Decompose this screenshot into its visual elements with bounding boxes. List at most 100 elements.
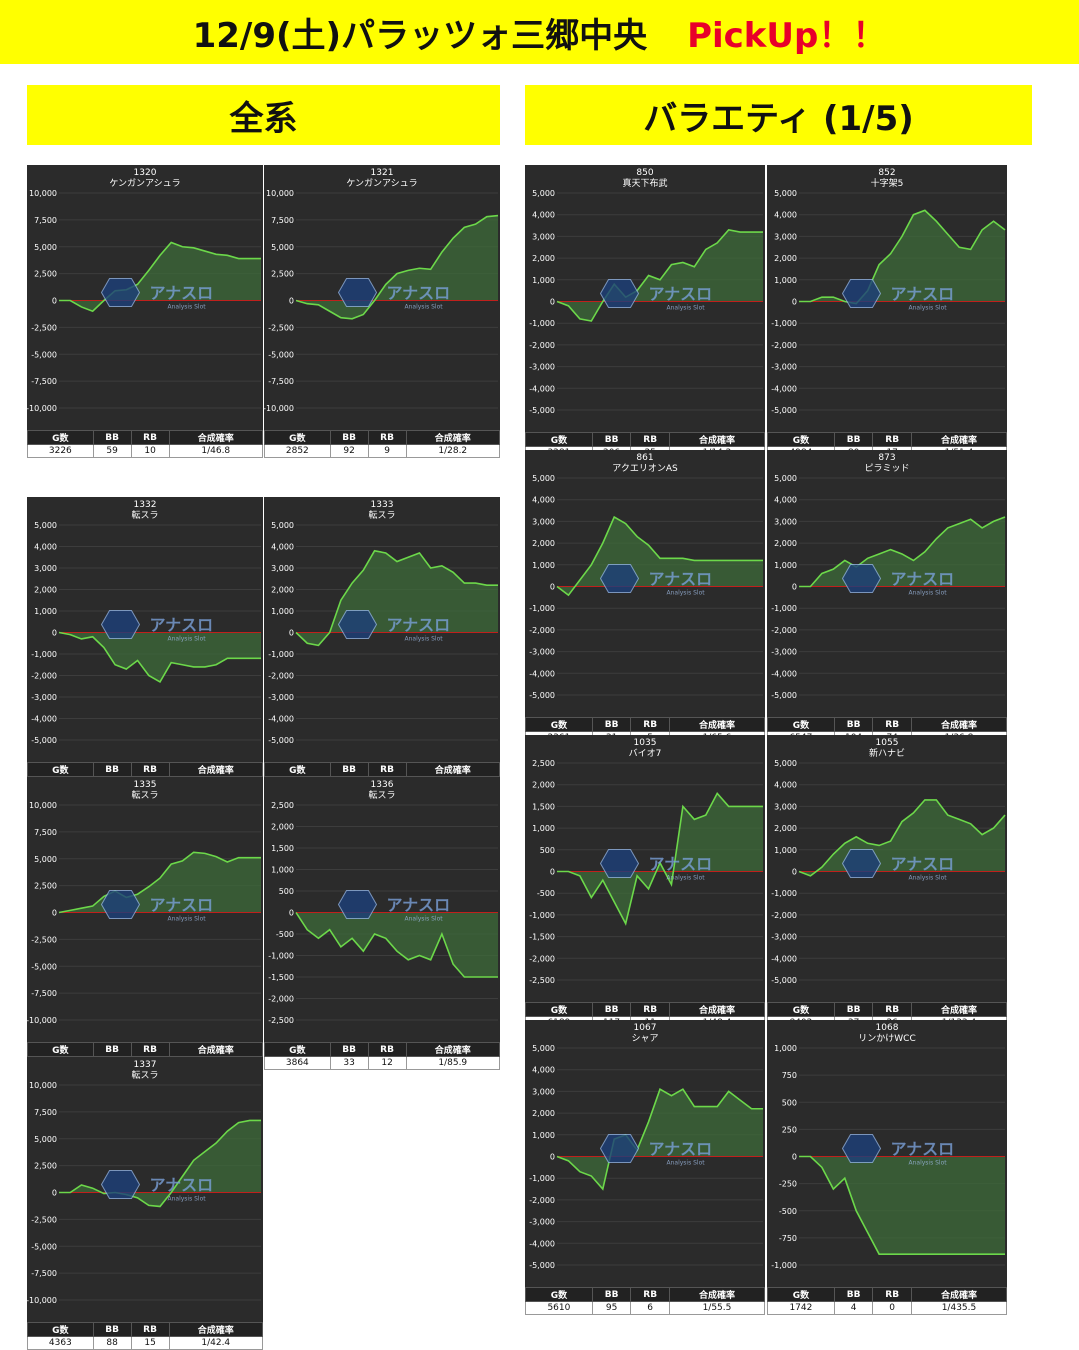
y-tick-label: -4,000 bbox=[31, 715, 57, 724]
stats-value-bb: 92 bbox=[329, 444, 369, 458]
machine-number: 1035 bbox=[634, 738, 657, 748]
y-tick-label: 0 bbox=[792, 868, 797, 877]
series-line bbox=[58, 631, 261, 684]
slot-chart-861: 861 アクエリオンAS 5,000 4,000 3,000 2,000 1,000 0 -1,… bbox=[525, 450, 766, 745]
series-line bbox=[556, 229, 763, 322]
y-tick-label: 750 bbox=[782, 1071, 797, 1080]
stats-header-row: G数 BB RB 合成確率 bbox=[767, 1287, 1008, 1302]
stats-header-g: G数 bbox=[27, 762, 94, 777]
machine-number: 1321 bbox=[371, 168, 394, 178]
y-tick-label: -1,000 bbox=[31, 650, 57, 659]
section-all: 全系 bbox=[27, 85, 500, 145]
logo-emblem bbox=[841, 279, 882, 308]
machine-name: ケンガンアシュラ bbox=[109, 178, 180, 189]
stats-value-row: 5610 95 6 1/55.5 bbox=[525, 1301, 766, 1315]
stats-value-g: 4363 bbox=[27, 1336, 94, 1350]
stats-header-rate: 合成確率 bbox=[405, 1042, 501, 1057]
y-tick-label: 4,000 bbox=[532, 496, 555, 505]
logo-text: アナスロ bbox=[891, 285, 955, 304]
machine-name: リンかけWCC bbox=[858, 1033, 915, 1044]
series-line bbox=[295, 214, 499, 320]
y-tick-label: 4,000 bbox=[532, 1066, 555, 1075]
y-tick-label: -2,000 bbox=[529, 954, 555, 963]
stats-header-rate: 合成確率 bbox=[405, 430, 501, 445]
stats-header-g: G数 bbox=[525, 1002, 593, 1017]
logo-text: アナスロ bbox=[649, 1140, 713, 1159]
y-tick-label: -1,000 bbox=[268, 650, 294, 659]
stats-value-bb: 4 bbox=[833, 1301, 874, 1315]
logo-subtext: Analysis Slot bbox=[405, 304, 444, 311]
y-tick-label: -2,000 bbox=[771, 341, 797, 350]
page-title: 12/9(土)パラッツォ三郷中央 bbox=[192, 15, 648, 56]
y-tick-label: -4,000 bbox=[771, 669, 797, 678]
stats-table: G数 BB RB 合成確率 4363 88 15 1/42.4 bbox=[27, 1322, 264, 1350]
stats-header-rb: RB bbox=[630, 717, 670, 732]
y-tick-label: 0 bbox=[52, 909, 57, 918]
section-variety: バラエティ (1/5) bbox=[525, 85, 1032, 145]
y-tick-label: -500 bbox=[537, 889, 555, 898]
stats-header-rb: RB bbox=[630, 432, 670, 447]
stats-header-row: G数 BB RB 合成確率 bbox=[264, 1042, 501, 1057]
stats-header-rb: RB bbox=[367, 762, 407, 777]
y-tick-label: -3,000 bbox=[771, 933, 797, 942]
y-tick-label: 1,500 bbox=[271, 844, 294, 853]
stats-header-rb: RB bbox=[130, 762, 170, 777]
y-tick-label: -2,000 bbox=[529, 341, 555, 350]
stats-value-bb: 88 bbox=[92, 1336, 132, 1350]
stats-value-rate: 1/85.9 bbox=[405, 1056, 501, 1070]
stats-value-row: 2852 92 9 1/28.2 bbox=[264, 444, 501, 458]
y-tick-label: -4,000 bbox=[529, 669, 555, 678]
stats-header-g: G数 bbox=[767, 717, 835, 732]
y-tick-label: 5,000 bbox=[34, 1135, 57, 1144]
stats-value-rate: 1/42.4 bbox=[168, 1336, 264, 1350]
stats-value-rb: 9 bbox=[367, 444, 407, 458]
logo-emblem bbox=[841, 849, 882, 878]
y-tick-label: 0 bbox=[52, 1189, 57, 1198]
y-tick-label: -4,000 bbox=[771, 954, 797, 963]
machine-name: 転スラ bbox=[368, 510, 395, 521]
stats-header-bb: BB bbox=[591, 432, 632, 447]
stats-header-row: G数 BB RB 合成確率 bbox=[525, 1287, 766, 1302]
y-tick-label: 10,000 bbox=[266, 189, 294, 198]
stats-value-rb: 6 bbox=[630, 1301, 670, 1315]
stats-header-row: G数 BB RB 合成確率 bbox=[767, 717, 1008, 732]
stats-header-rb: RB bbox=[367, 430, 407, 445]
series-area bbox=[799, 1156, 1005, 1255]
stats-header-g: G数 bbox=[525, 1287, 593, 1302]
stats-header-g: G数 bbox=[27, 430, 94, 445]
chart-background bbox=[27, 497, 263, 762]
y-tick-label: -250 bbox=[779, 1180, 797, 1189]
stats-header-g: G数 bbox=[767, 1287, 835, 1302]
slot-chart-850: 850 真天下布武 5,000 4,000 3,000 2,000 1,000 0 -1,000… bbox=[525, 165, 766, 460]
y-tick-label: -5,000 bbox=[31, 962, 57, 971]
slot-chart-1068: 1068 リンかけWCC 1,000 750 500 250 0 -250 -500 -750 -1… bbox=[767, 1020, 1008, 1315]
stats-header-row: G数 BB RB 合成確率 bbox=[27, 430, 264, 445]
logo-emblem bbox=[599, 279, 640, 308]
series-area bbox=[59, 242, 261, 312]
y-tick-label: 4,000 bbox=[532, 211, 555, 220]
stats-value-row: 3226 59 10 1/46.8 bbox=[27, 444, 264, 458]
y-tick-label: 250 bbox=[782, 1125, 797, 1134]
series-line bbox=[295, 912, 498, 978]
stats-header-rb: RB bbox=[630, 1002, 670, 1017]
stats-header-bb: BB bbox=[92, 430, 132, 445]
stats-header-rb: RB bbox=[130, 1322, 170, 1337]
logo-subtext: Analysis Slot bbox=[667, 1160, 706, 1167]
y-tick-label: -5,000 bbox=[268, 736, 294, 745]
logo-text: アナスロ bbox=[387, 896, 451, 915]
logo-subtext: Analysis Slot bbox=[909, 1160, 948, 1167]
stats-header-rb: RB bbox=[872, 1002, 912, 1017]
stats-value-bb: 33 bbox=[329, 1056, 369, 1070]
machine-name: 真天下布武 bbox=[622, 177, 667, 189]
stats-header-rb: RB bbox=[630, 1287, 670, 1302]
pickup-label: PickUp！！ bbox=[687, 15, 887, 56]
y-tick-label: -2,500 bbox=[268, 1016, 294, 1025]
